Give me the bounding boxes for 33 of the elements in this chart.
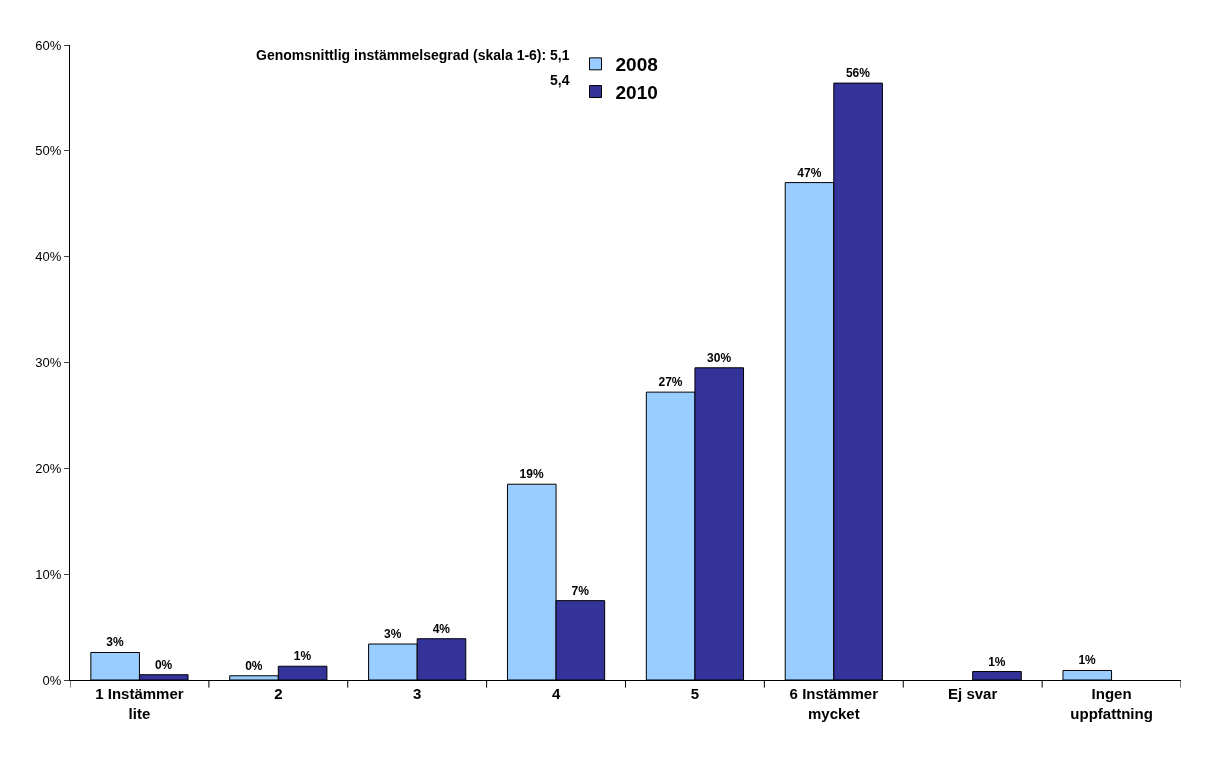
- y-tick-label: 40%: [35, 249, 62, 265]
- data-label: 1%: [988, 654, 1006, 669]
- x-tick-label: Ingen uppfattning: [1070, 685, 1153, 722]
- legend-label: 2010: [615, 81, 658, 103]
- data-label: 47%: [797, 165, 822, 180]
- y-tick-label: 50%: [35, 143, 62, 159]
- x-tick-label: 1 Instämmer lite: [95, 685, 184, 722]
- data-label: 56%: [845, 66, 871, 81]
- y-tick-label: 60%: [35, 37, 62, 53]
- data-label: 7%: [571, 583, 590, 598]
- y-tick-label: 0%: [42, 672, 62, 688]
- y-tick-label: 30%: [35, 355, 62, 371]
- data-label: 3%: [106, 635, 124, 650]
- data-label: 3%: [384, 627, 402, 642]
- data-label: 19%: [519, 467, 544, 482]
- data-label: 27%: [658, 375, 683, 390]
- data-label: 4%: [432, 621, 451, 636]
- y-tick-label: 10%: [35, 566, 62, 582]
- x-tick-label: Ej svar: [948, 685, 998, 702]
- data-label: 1%: [1078, 653, 1097, 668]
- x-tick-label: 3: [413, 685, 422, 702]
- x-tick-label: 6 Instämmer mycket: [789, 685, 879, 722]
- x-tick-label: 4: [551, 685, 561, 702]
- legend-label: 2008: [615, 54, 658, 76]
- data-label: 0%: [245, 658, 263, 673]
- annotation: Genomsnittlig instämmelsegrad (skala 1-6): 5,1: [256, 47, 570, 63]
- y-tick-label: 20%: [35, 460, 62, 476]
- x-tick-label: 5: [690, 685, 700, 702]
- data-label: 30%: [707, 350, 732, 365]
- data-label: 1%: [293, 649, 312, 664]
- data-label: 0%: [154, 657, 173, 672]
- x-tick-label: 2: [274, 685, 283, 702]
- annotation: 5,4: [550, 72, 570, 88]
